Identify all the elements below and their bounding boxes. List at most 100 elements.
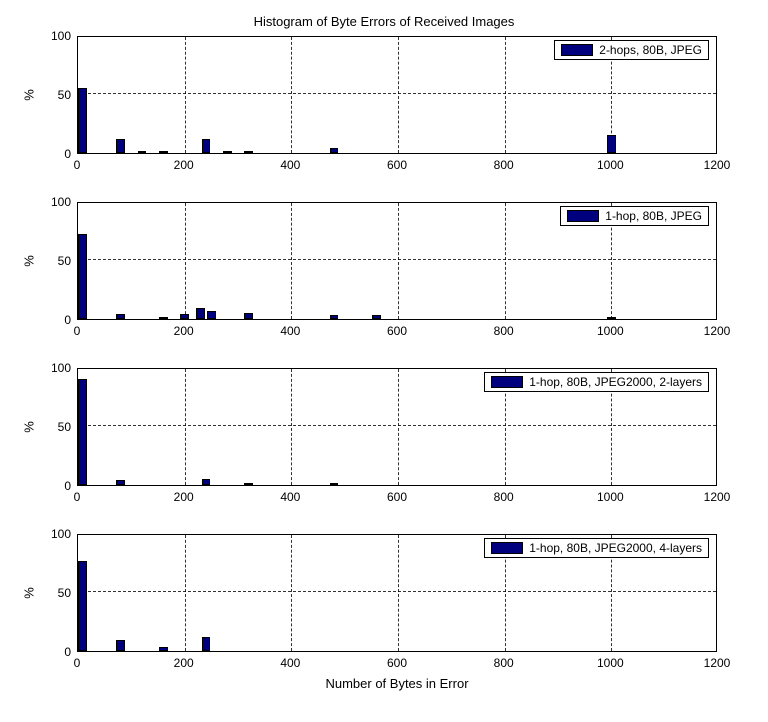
- histogram-bar: [78, 88, 87, 153]
- figure-title: Histogram of Byte Errors of Received Ima…: [0, 14, 768, 29]
- legend-swatch: [491, 542, 523, 554]
- histogram-bar: [244, 313, 253, 319]
- histogram-bar: [159, 151, 168, 153]
- x-tick-label: 1200: [704, 656, 731, 670]
- grid-line: [398, 535, 399, 651]
- histogram-bar: [78, 561, 87, 651]
- x-tick-label: 0: [74, 490, 81, 504]
- y-tick-label: 0: [64, 313, 71, 327]
- grid-line: [291, 37, 292, 153]
- y-axis-label: %: [22, 421, 37, 433]
- x-tick-label: 0: [74, 158, 81, 172]
- histogram-bar: [202, 479, 211, 485]
- x-tick-label: 1000: [597, 324, 624, 338]
- y-axis-label: %: [22, 587, 37, 599]
- histogram-bar: [159, 317, 168, 319]
- x-tick-label: 200: [174, 158, 194, 172]
- x-tick-label: 800: [494, 656, 514, 670]
- y-tick-label: 50: [58, 254, 71, 268]
- grid-line: [398, 369, 399, 485]
- y-tick-label: 0: [64, 645, 71, 659]
- y-tick-label: 50: [58, 420, 71, 434]
- y-tick-label: 100: [51, 29, 71, 43]
- legend: 2-hops, 80B, JPEG: [554, 40, 709, 60]
- y-tick-label: 50: [58, 88, 71, 102]
- x-tick-label: 1200: [704, 324, 731, 338]
- histogram-bar: [180, 314, 189, 319]
- x-tick-label: 400: [280, 324, 300, 338]
- histogram-bar: [607, 135, 616, 153]
- x-tick-label: 600: [387, 324, 407, 338]
- histogram-bar: [196, 308, 205, 319]
- x-tick-label: 1200: [704, 158, 731, 172]
- x-tick-label: 1000: [597, 656, 624, 670]
- histogram-bar: [116, 139, 125, 153]
- x-tick-label: 800: [494, 158, 514, 172]
- y-tick-label: 100: [51, 527, 71, 541]
- histogram-bar: [116, 640, 125, 651]
- x-tick-label: 200: [174, 324, 194, 338]
- grid-line: [505, 37, 506, 153]
- histogram-bar: [244, 151, 253, 153]
- y-tick-label: 100: [51, 195, 71, 209]
- x-tick-label: 1200: [704, 490, 731, 504]
- x-tick-label: 1000: [597, 158, 624, 172]
- histogram-bar: [607, 317, 616, 319]
- histogram-bar: [244, 483, 253, 485]
- histogram-bar: [116, 480, 125, 485]
- histogram-bar: [330, 483, 339, 485]
- legend: 1-hop, 80B, JPEG: [560, 206, 709, 226]
- x-tick-label: 400: [280, 158, 300, 172]
- y-tick-label: 50: [58, 586, 71, 600]
- legend-label: 1-hop, 80B, JPEG: [605, 209, 702, 223]
- grid-line: [78, 591, 716, 592]
- x-tick-label: 600: [387, 656, 407, 670]
- histogram-bar: [330, 148, 339, 153]
- grid-line: [291, 369, 292, 485]
- y-tick-label: 100: [51, 361, 71, 375]
- y-tick-label: 0: [64, 479, 71, 493]
- grid-line: [78, 259, 716, 260]
- figure: Histogram of Byte Errors of Received Ima…: [0, 0, 768, 722]
- legend-label: 2-hops, 80B, JPEG: [599, 43, 702, 57]
- x-axis-label: Number of Bytes in Error: [325, 676, 468, 691]
- grid-line: [185, 535, 186, 651]
- x-tick-label: 200: [174, 656, 194, 670]
- legend: 1-hop, 80B, JPEG2000, 2-layers: [484, 372, 709, 392]
- grid-line: [185, 203, 186, 319]
- grid-line: [78, 93, 716, 94]
- legend: 1-hop, 80B, JPEG2000, 4-layers: [484, 538, 709, 558]
- grid-line: [398, 37, 399, 153]
- y-axis-label: %: [22, 89, 37, 101]
- x-tick-label: 600: [387, 490, 407, 504]
- grid-line: [505, 203, 506, 319]
- y-axis-label: %: [22, 255, 37, 267]
- histogram-bar: [202, 139, 211, 153]
- grid-line: [185, 37, 186, 153]
- x-tick-label: 200: [174, 490, 194, 504]
- x-tick-label: 800: [494, 490, 514, 504]
- x-tick-label: 800: [494, 324, 514, 338]
- x-tick-label: 600: [387, 158, 407, 172]
- x-tick-label: 0: [74, 324, 81, 338]
- grid-line: [291, 535, 292, 651]
- histogram-bar: [116, 314, 125, 319]
- histogram-bar: [78, 379, 87, 485]
- x-tick-label: 1000: [597, 490, 624, 504]
- legend-label: 1-hop, 80B, JPEG2000, 4-layers: [529, 541, 702, 555]
- histogram-bar: [159, 647, 168, 651]
- grid-line: [291, 203, 292, 319]
- histogram-bar: [372, 315, 381, 319]
- histogram-bar: [207, 311, 216, 319]
- legend-swatch: [567, 210, 599, 222]
- histogram-bar: [202, 637, 211, 651]
- histogram-bar: [223, 151, 232, 153]
- y-tick-label: 0: [64, 147, 71, 161]
- x-tick-label: 400: [280, 656, 300, 670]
- histogram-bar: [330, 315, 339, 319]
- x-tick-label: 400: [280, 490, 300, 504]
- histogram-bar: [78, 234, 87, 319]
- legend-swatch: [491, 376, 523, 388]
- legend-label: 1-hop, 80B, JPEG2000, 2-layers: [529, 375, 702, 389]
- histogram-bar: [138, 151, 147, 153]
